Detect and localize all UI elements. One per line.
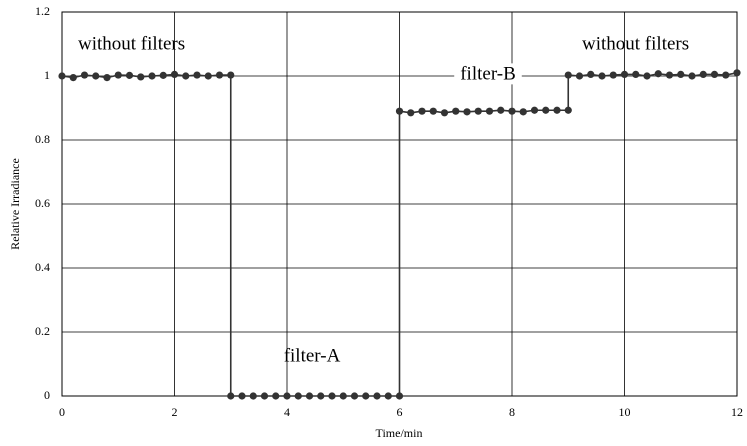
data-point	[497, 106, 505, 114]
data-point	[485, 107, 494, 115]
data-point	[632, 70, 640, 78]
data-point	[733, 69, 741, 77]
data-point	[384, 392, 392, 400]
data-point	[407, 109, 415, 117]
data-point	[350, 392, 359, 400]
series-line	[61, 72, 738, 397]
y-tick-label: 0.8	[35, 132, 50, 146]
data-point	[418, 107, 426, 115]
x-axis-label: Time/min	[376, 426, 423, 440]
y-tick-label: 1.2	[35, 4, 50, 18]
data-point	[80, 71, 89, 79]
y-tick-label: 0.6	[35, 196, 50, 210]
data-point	[710, 70, 719, 78]
data-point	[722, 71, 730, 79]
data-point	[103, 74, 111, 82]
data-point	[564, 71, 572, 79]
data-point	[598, 72, 606, 80]
data-point	[339, 392, 347, 400]
data-point	[564, 106, 572, 114]
data-point	[283, 392, 291, 400]
y-tick-label: 1	[44, 68, 50, 82]
data-point	[305, 392, 314, 400]
data-point	[575, 72, 584, 80]
data-point	[395, 392, 404, 400]
data-point	[463, 108, 471, 116]
data-point	[92, 72, 100, 80]
data-point	[159, 71, 167, 79]
data-point	[137, 73, 145, 81]
data-point	[373, 392, 381, 400]
data-point	[609, 71, 617, 79]
data-point	[249, 392, 257, 400]
data-point	[440, 109, 449, 117]
x-tick-label: 8	[509, 405, 515, 419]
y-tick-label: 0.2	[35, 324, 50, 338]
data-point	[148, 72, 156, 80]
data-point	[215, 71, 224, 79]
data-point	[362, 392, 370, 400]
data-point	[227, 71, 235, 79]
annotation: filter-A	[284, 345, 341, 366]
x-tick-label: 4	[284, 405, 290, 419]
data-point	[519, 108, 527, 116]
x-tick-label: 10	[619, 405, 631, 419]
data-point	[654, 70, 662, 78]
data-point	[474, 107, 482, 115]
annotation: without filters	[78, 33, 185, 54]
data-point	[508, 107, 516, 115]
data-point	[170, 70, 179, 78]
data-point	[643, 72, 651, 80]
data-point	[58, 72, 66, 80]
data-point	[688, 72, 696, 80]
data-point	[238, 392, 246, 400]
data-point	[553, 106, 561, 114]
data-point	[542, 106, 550, 114]
data-point	[125, 71, 134, 79]
data-point	[665, 71, 674, 79]
data-point	[182, 72, 190, 80]
y-tick-label: 0.4	[35, 260, 50, 274]
x-tick-label: 12	[731, 405, 743, 419]
data-point	[530, 106, 539, 114]
annotation-background	[454, 63, 522, 85]
data-point	[272, 392, 280, 400]
annotation: filter-B	[460, 63, 516, 84]
data-point	[260, 392, 269, 400]
data-point	[677, 70, 685, 78]
y-axis-label: Relative Irradiance	[8, 158, 22, 250]
data-point	[294, 392, 302, 400]
data-point	[114, 71, 122, 79]
data-point	[204, 72, 212, 80]
data-point	[193, 71, 201, 79]
x-tick-label: 0	[59, 405, 65, 419]
data-point	[227, 392, 235, 400]
data-point	[620, 70, 629, 78]
data-point	[69, 74, 77, 82]
data-point	[587, 70, 595, 78]
data-point	[395, 107, 404, 115]
annotation: without filters	[582, 33, 689, 54]
data-point	[317, 392, 325, 400]
data-point	[429, 107, 437, 115]
data-point	[699, 70, 707, 78]
x-tick-label: 6	[397, 405, 403, 419]
data-point	[328, 392, 336, 400]
data-point	[452, 107, 460, 115]
y-tick-label: 0	[44, 388, 50, 402]
x-tick-label: 2	[172, 405, 178, 419]
